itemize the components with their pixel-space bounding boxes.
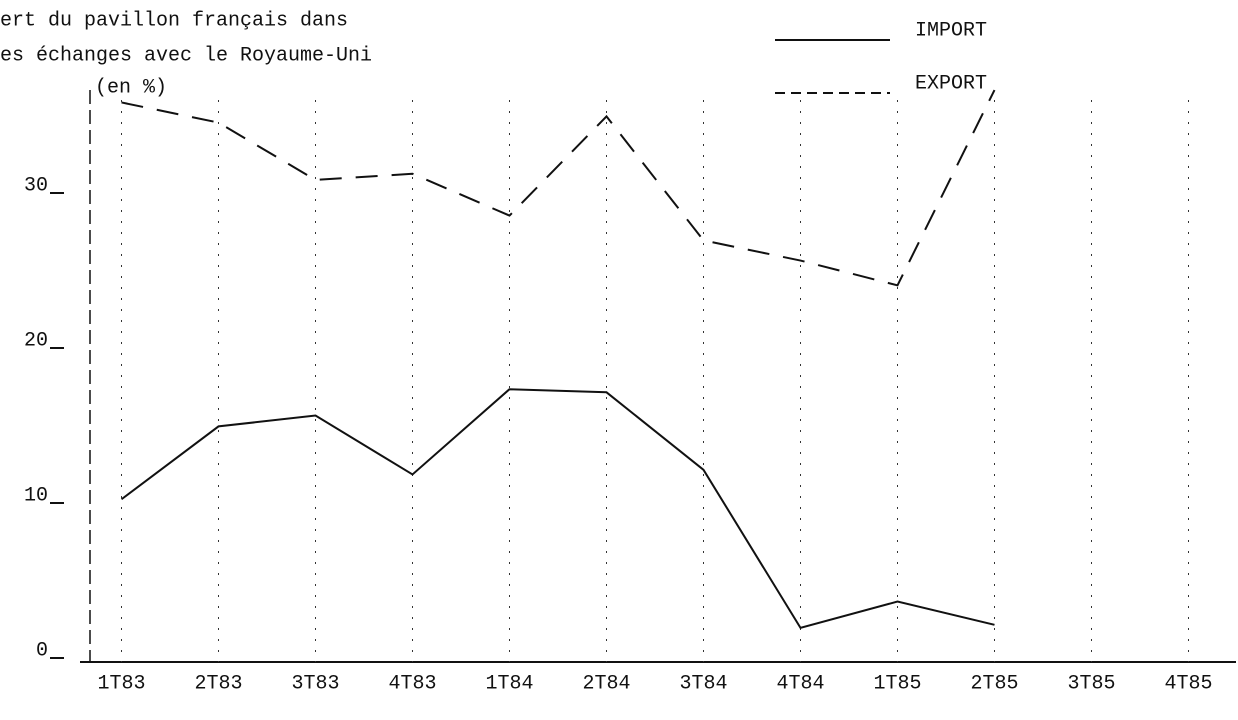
legend-label: IMPORT	[915, 19, 987, 42]
y-tick-label: 0	[36, 639, 48, 662]
x-tick-label: 2T84	[582, 672, 630, 695]
x-tick-label: 1T85	[873, 672, 921, 695]
y-tick-label: 20	[24, 329, 48, 352]
y-tick-label: 10	[24, 484, 48, 507]
x-tick-label: 2T85	[970, 672, 1018, 695]
x-tick-label: 2T83	[194, 672, 242, 695]
series-line	[121, 89, 996, 287]
unit-label: (en %)	[95, 76, 167, 99]
x-tick-label: 1T84	[485, 672, 533, 695]
x-tick-label: 4T84	[776, 672, 824, 695]
chart-title-line: ert du pavillon français dans	[0, 9, 348, 32]
chart-title-line: es échanges avec le Royaume-Uni	[0, 44, 372, 67]
x-tick-label: 3T84	[679, 672, 727, 695]
x-tick-label: 4T85	[1164, 672, 1212, 695]
x-tick-label: 4T83	[388, 672, 436, 695]
x-tick-label: 1T83	[97, 672, 145, 695]
x-tick-label: 3T85	[1067, 672, 1115, 695]
x-tick-label: 3T83	[291, 672, 339, 695]
y-tick-label: 30	[24, 174, 48, 197]
legend-label: EXPORT	[915, 72, 987, 95]
series-line	[120, 388, 995, 630]
